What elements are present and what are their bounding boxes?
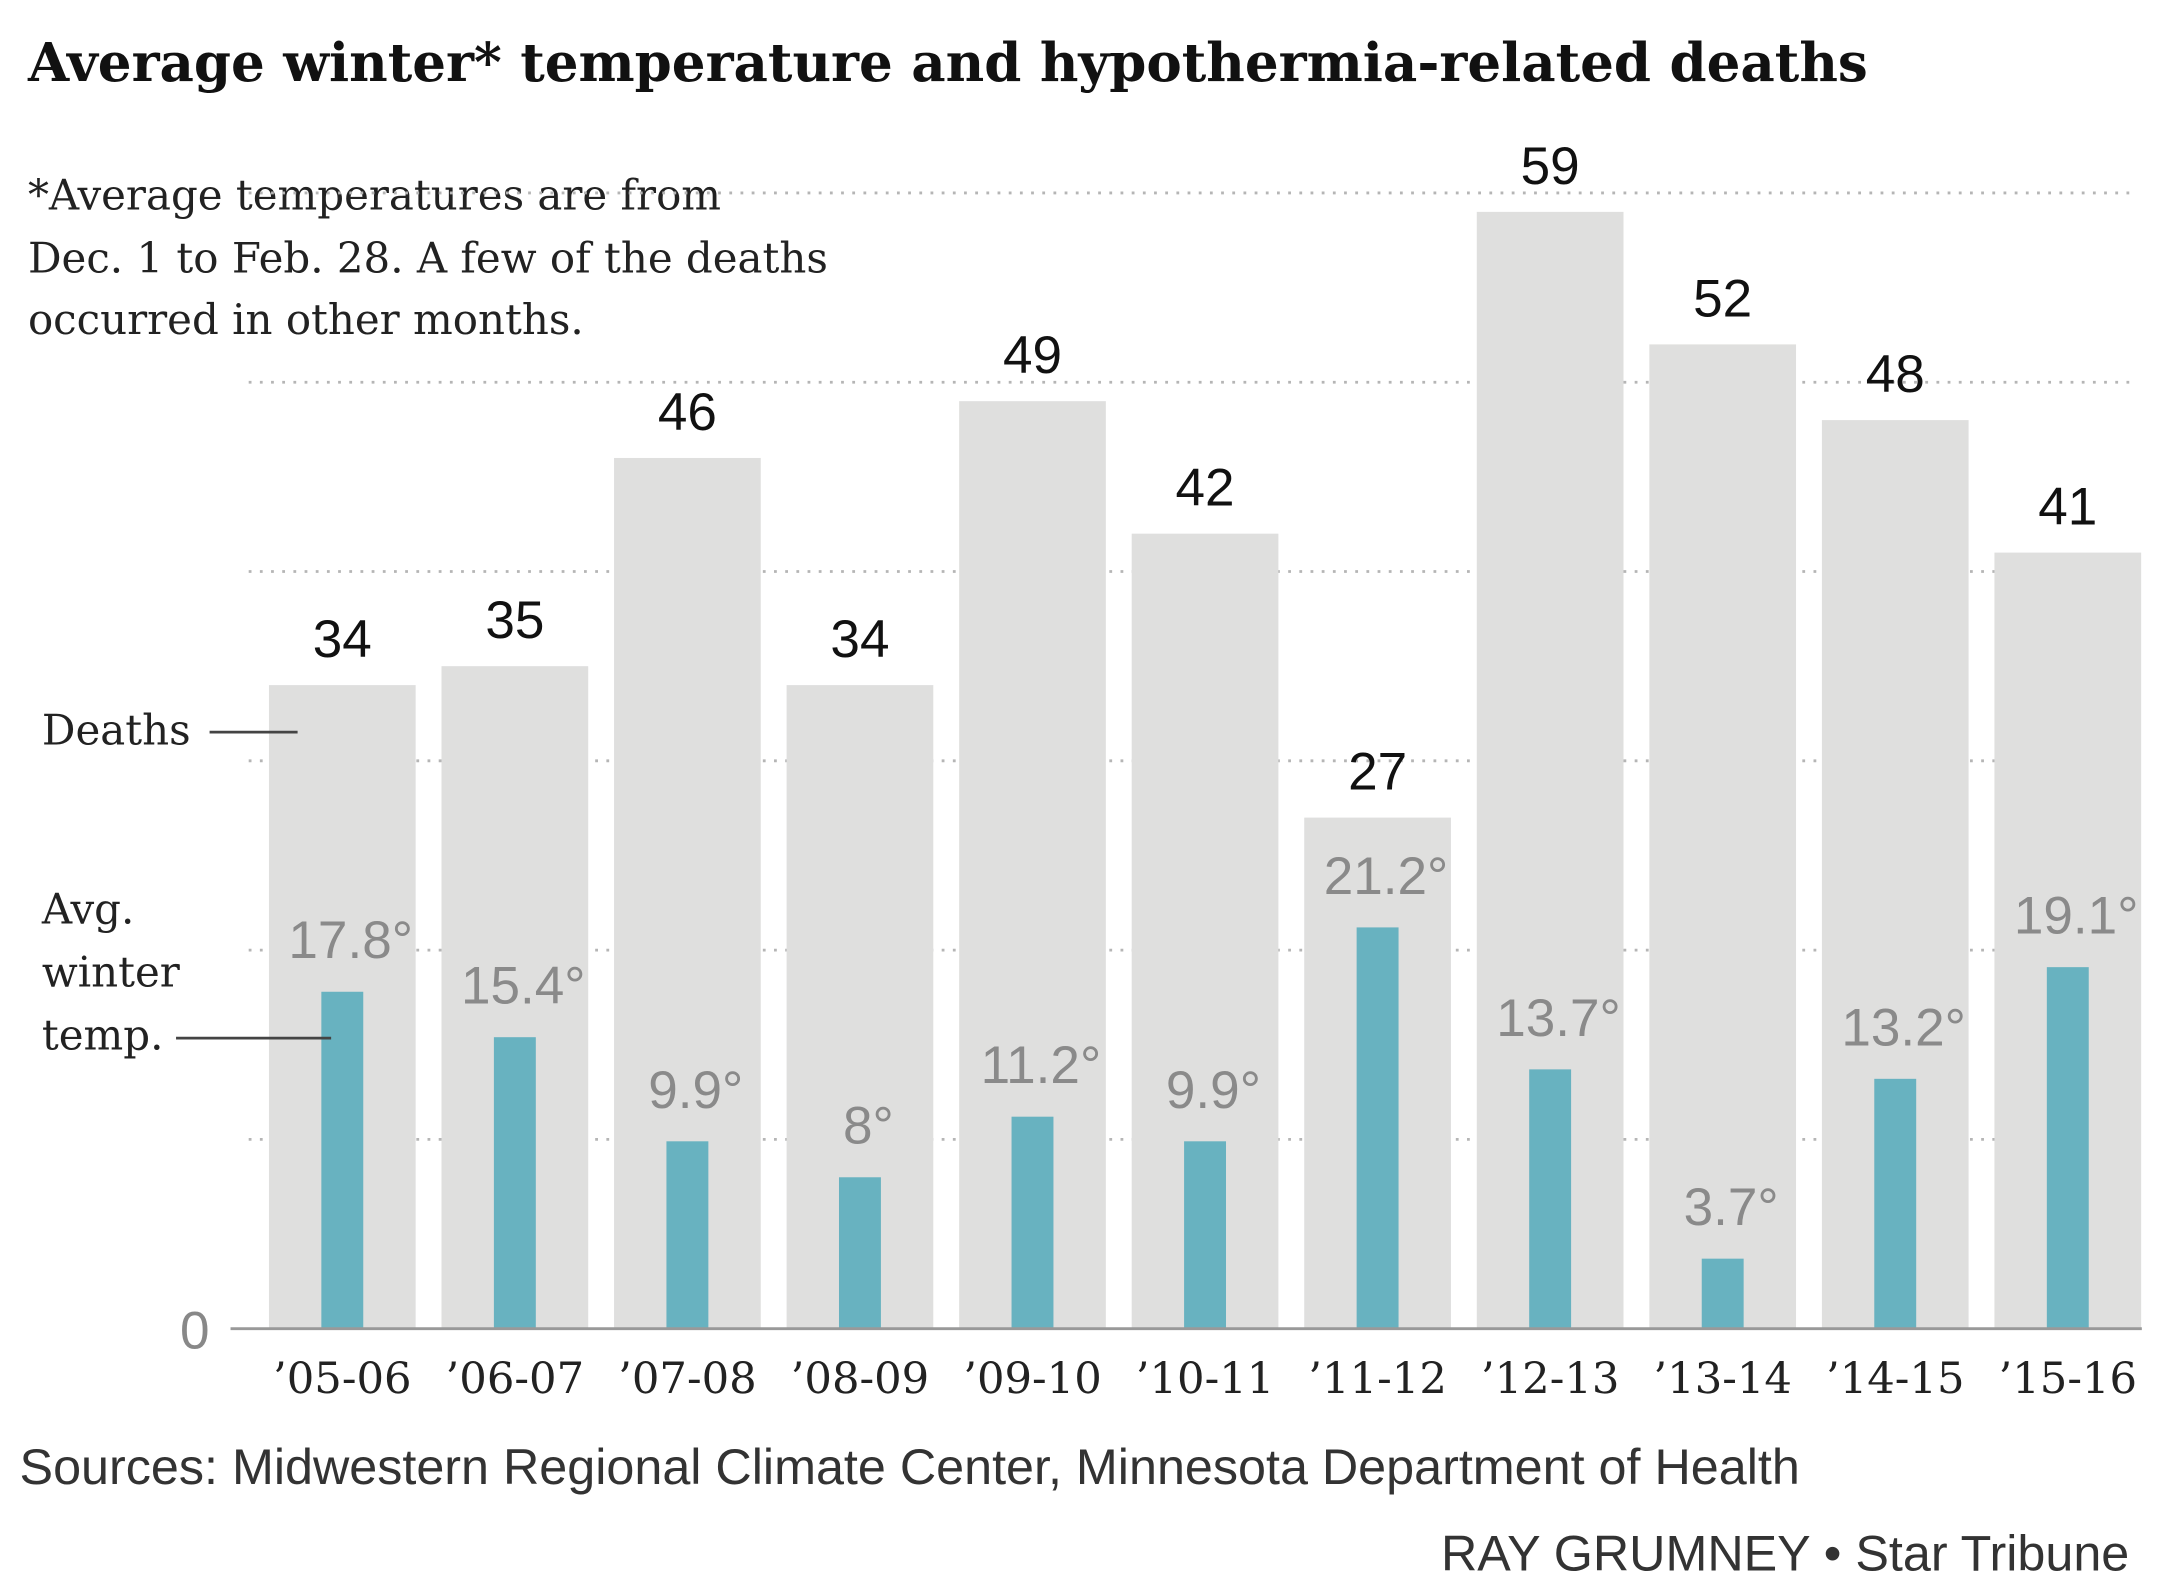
temp-bar	[493, 1037, 536, 1329]
source: Sources: Midwestern Regional Climate Cen…	[20, 1438, 1800, 1495]
temp-bar	[1184, 1141, 1227, 1329]
value-label: 27	[1348, 743, 1407, 802]
x-tick-label: ’08-09	[791, 1354, 930, 1404]
footnote: occurred in other months.	[28, 295, 584, 344]
series-label: Deaths	[42, 706, 191, 755]
series-label: Avg. winter temp.	[41, 885, 181, 1060]
y-tick-label: 0	[180, 1301, 210, 1360]
x-tick-label: ’06-07	[446, 1354, 585, 1404]
value-label: 13.2°	[1841, 998, 1966, 1057]
value-label: 42	[1176, 459, 1235, 518]
temp-bar	[1011, 1116, 1054, 1329]
value-label: 15.4°	[461, 957, 586, 1016]
value-label: 3.7°	[1684, 1178, 1779, 1237]
footnote: *Average temperatures are from	[28, 171, 721, 220]
series-label-line: Avg.	[41, 885, 134, 934]
chart-title: Average winter* temperature and hypother…	[27, 31, 1868, 94]
x-tick-label: ’15-16	[1998, 1354, 2137, 1404]
temp-bar	[666, 1141, 709, 1329]
credit: RAY GRUMNEY • Star Tribune	[1441, 1524, 2129, 1576]
x-tick-label: ’10-11	[1136, 1354, 1275, 1404]
x-tick-label: ’12-13	[1481, 1354, 1620, 1404]
x-tick-label: ’13-14	[1653, 1354, 1792, 1404]
deaths-bar	[1649, 344, 1797, 1329]
footnote: Dec. 1 to Feb. 28. A few of the deaths	[28, 233, 828, 282]
series-label-line: temp.	[42, 1010, 164, 1059]
x-tick-label: ’09-10	[963, 1354, 1102, 1404]
x-tick-label: ’11-12	[1308, 1354, 1447, 1404]
value-label: 52	[1693, 269, 1752, 328]
value-label: 17.8°	[288, 911, 413, 970]
value-label: 8°	[843, 1097, 894, 1156]
x-tick-label: ’07-08	[618, 1354, 757, 1404]
temp-bar	[838, 1177, 881, 1329]
value-label: 49	[1003, 326, 1062, 385]
temp-bar	[1874, 1078, 1917, 1329]
value-label: 21.2°	[1324, 847, 1449, 906]
temp-bar	[321, 991, 364, 1329]
value-label: 19.1°	[2014, 887, 2139, 946]
value-label: 13.7°	[1496, 989, 1621, 1048]
value-label: 35	[485, 591, 544, 650]
value-label: 9.9°	[1166, 1061, 1261, 1120]
value-label: 34	[830, 610, 889, 669]
temp-bar	[1701, 1258, 1744, 1329]
x-tick-label: ’05-06	[273, 1354, 412, 1404]
value-label: 41	[2038, 478, 2097, 537]
value-label: 48	[1866, 345, 1925, 404]
temp-bar	[1529, 1069, 1572, 1329]
series-label-line: winter	[42, 947, 181, 996]
x-tick-label: ’14-15	[1826, 1354, 1965, 1404]
value-label: 9.9°	[648, 1061, 743, 1120]
value-label: 46	[658, 383, 717, 442]
value-label: 59	[1521, 137, 1580, 196]
temp-bar	[2046, 967, 2089, 1329]
value-label: 11.2°	[981, 1036, 1102, 1095]
value-label: 34	[313, 610, 372, 669]
temp-bar	[1356, 927, 1399, 1329]
